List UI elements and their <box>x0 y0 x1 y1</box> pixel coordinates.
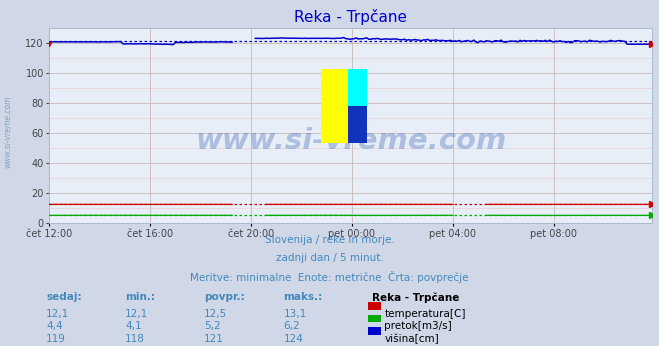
Text: 119: 119 <box>46 334 66 344</box>
Text: 5,2: 5,2 <box>204 321 221 331</box>
Text: 13,1: 13,1 <box>283 309 306 319</box>
Text: pretok[m3/s]: pretok[m3/s] <box>384 321 452 331</box>
Text: 6,2: 6,2 <box>283 321 300 331</box>
Text: Slovenija / reke in morje.: Slovenija / reke in morje. <box>264 235 395 245</box>
Text: 124: 124 <box>283 334 303 344</box>
Text: 12,5: 12,5 <box>204 309 227 319</box>
Text: 4,1: 4,1 <box>125 321 142 331</box>
Text: 118: 118 <box>125 334 145 344</box>
Text: maks.:: maks.: <box>283 292 323 302</box>
Text: www.si-vreme.com: www.si-vreme.com <box>3 95 13 168</box>
Text: Meritve: minimalne  Enote: metrične  Črta: povprečje: Meritve: minimalne Enote: metrične Črta:… <box>190 271 469 283</box>
Bar <box>348 106 367 143</box>
Text: 12,1: 12,1 <box>46 309 69 319</box>
Text: temperatura[C]: temperatura[C] <box>384 309 466 319</box>
Bar <box>321 69 348 143</box>
Text: 12,1: 12,1 <box>125 309 148 319</box>
Text: 121: 121 <box>204 334 224 344</box>
Text: sedaj:: sedaj: <box>46 292 82 302</box>
Text: zadnji dan / 5 minut.: zadnji dan / 5 minut. <box>275 253 384 263</box>
Text: povpr.:: povpr.: <box>204 292 245 302</box>
Text: www.si-vreme.com: www.si-vreme.com <box>195 127 507 155</box>
Text: 4,4: 4,4 <box>46 321 63 331</box>
Text: min.:: min.: <box>125 292 156 302</box>
Bar <box>348 69 367 106</box>
Text: Reka - Trpčane: Reka - Trpčane <box>372 292 460 303</box>
Title: Reka - Trpčane: Reka - Trpčane <box>295 9 407 25</box>
Text: višina[cm]: višina[cm] <box>384 334 439 344</box>
